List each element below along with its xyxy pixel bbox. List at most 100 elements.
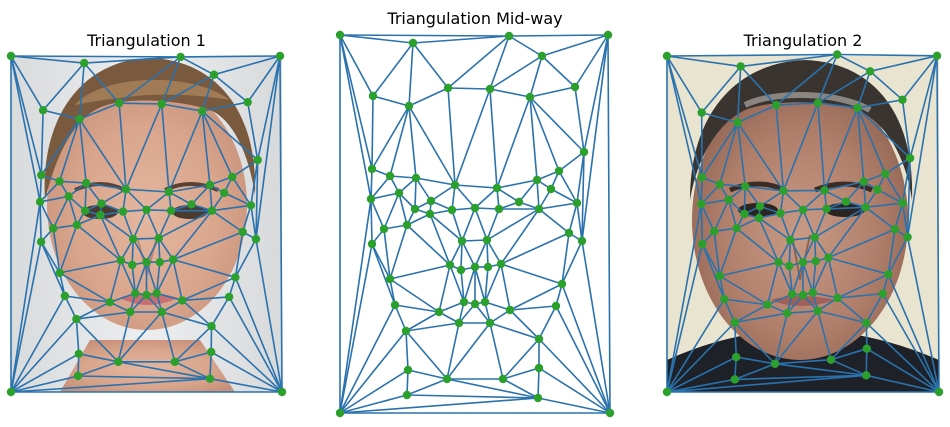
landmark-point	[813, 306, 822, 316]
landmark-point	[485, 318, 495, 328]
mesh-edge	[817, 310, 867, 324]
mesh-edge	[383, 228, 391, 280]
landmark-point	[443, 83, 453, 93]
mesh-edge	[489, 88, 498, 189]
mesh-edge	[119, 102, 162, 105]
mesh-edge	[500, 263, 511, 311]
landmark-point	[826, 355, 836, 364]
landmark-point	[525, 92, 535, 102]
mesh-edge	[740, 65, 777, 106]
landmark-point	[176, 52, 185, 62]
mesh-edge	[906, 236, 940, 393]
mesh-edge	[574, 34, 609, 88]
landmark-point	[157, 99, 166, 109]
mesh-edge	[576, 202, 583, 242]
landmark-point	[770, 359, 780, 368]
landmark-point	[763, 300, 772, 309]
mesh-edge	[866, 374, 940, 393]
mesh-edge	[484, 266, 489, 303]
mesh-edge	[78, 118, 127, 190]
landmark-point	[411, 173, 421, 183]
mesh-edge	[389, 175, 417, 179]
mesh-edge	[64, 295, 78, 320]
mesh-edge	[83, 62, 120, 104]
landmark-point	[662, 387, 672, 397]
mesh-edge	[869, 70, 904, 101]
mesh-edge	[408, 105, 456, 186]
landmark-point	[853, 103, 862, 113]
mesh-edge	[223, 192, 252, 207]
mesh-edge	[500, 208, 540, 265]
landmark-point	[534, 334, 544, 344]
landmark-point	[813, 98, 823, 108]
mesh-edge	[161, 103, 203, 112]
mesh-edge	[812, 261, 817, 293]
mesh-edge	[190, 184, 211, 205]
landmark-point	[401, 326, 411, 336]
mesh-edge	[789, 209, 804, 241]
mesh-edge	[837, 273, 889, 299]
mesh-edge	[489, 35, 510, 90]
mesh-edge	[845, 181, 865, 203]
landmark-point	[534, 204, 544, 214]
mesh-edge	[447, 87, 491, 90]
mesh-edge	[201, 74, 215, 112]
mesh-edge	[789, 239, 804, 263]
mesh-edge	[407, 369, 448, 380]
mesh-edge	[39, 180, 61, 203]
mesh-edge	[145, 209, 160, 239]
mesh-edge	[339, 34, 374, 97]
mesh-edge	[936, 55, 940, 393]
mesh-edge	[576, 151, 585, 204]
mesh-edge	[406, 224, 451, 266]
mesh-edge	[174, 325, 213, 363]
mesh-edge	[394, 304, 440, 313]
landmark-point	[774, 258, 783, 267]
mesh-edge	[666, 378, 735, 393]
mesh-edge	[774, 310, 819, 365]
mesh-edge	[856, 71, 871, 109]
landmark-point	[168, 255, 178, 264]
mesh-edge	[827, 257, 839, 299]
mesh-edge	[713, 231, 721, 277]
mesh-edge	[202, 101, 248, 112]
mesh-edge	[405, 311, 440, 332]
landmark-point	[390, 300, 400, 310]
mesh-edge	[802, 261, 814, 293]
mesh-edge	[174, 361, 211, 380]
mesh-edge	[78, 353, 119, 363]
mesh-edge	[39, 195, 69, 203]
mesh-edge	[158, 210, 172, 239]
mesh-edge	[10, 375, 79, 393]
mesh-edge	[884, 173, 904, 204]
mesh-edge	[146, 191, 170, 211]
mesh-edge	[701, 243, 726, 300]
mesh-edge	[502, 367, 540, 380]
mesh-edge	[837, 53, 938, 57]
mesh-edge	[372, 42, 414, 97]
mesh-edge	[210, 325, 283, 393]
mesh-edge	[76, 311, 131, 320]
mesh-edge	[117, 311, 131, 362]
mesh-edge	[529, 96, 585, 153]
landmark-point	[697, 199, 706, 209]
mesh-edge	[901, 55, 938, 101]
mesh-edge	[561, 232, 570, 285]
landmark-point	[142, 290, 151, 300]
mesh-edge	[887, 273, 940, 393]
landmark-point	[96, 210, 105, 220]
mesh-edge	[181, 276, 236, 302]
landmark-point	[720, 295, 729, 304]
landmark-point	[205, 180, 215, 190]
landmark-point	[754, 213, 764, 223]
mesh-edge	[502, 378, 539, 399]
mesh-edge	[109, 260, 122, 303]
mesh-edge	[718, 227, 738, 277]
mesh-edge	[58, 118, 81, 182]
mesh-edge	[802, 189, 826, 211]
mesh-edge	[583, 34, 609, 153]
mesh-edge	[125, 188, 170, 193]
landmark-point	[884, 270, 893, 279]
mesh-edge	[438, 301, 465, 313]
mesh-edge	[256, 55, 281, 161]
